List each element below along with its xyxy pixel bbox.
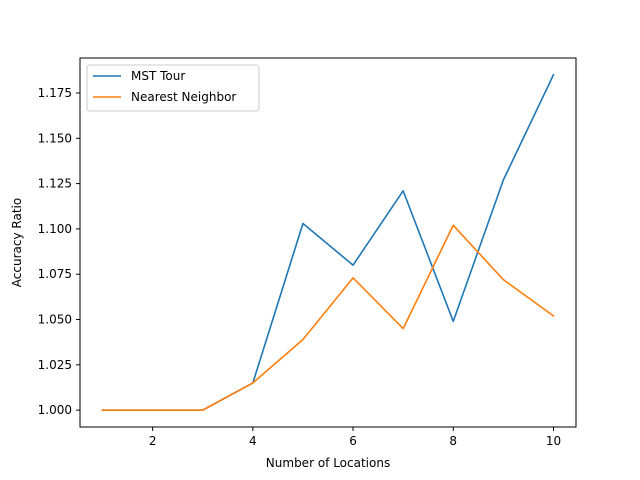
legend-label-1: Nearest Neighbor xyxy=(131,90,236,104)
x-axis-ticks: 2 4 6 8 10 xyxy=(149,427,561,448)
legend-label-0: MST Tour xyxy=(131,69,185,83)
legend: MST Tour Nearest Neighbor xyxy=(86,64,260,112)
series-layer xyxy=(101,73,555,411)
plot-area-frame xyxy=(79,57,577,428)
x-axis-label: Number of Locations xyxy=(266,456,390,470)
x-tick-label-4: 10 xyxy=(546,434,561,448)
y-tick-label-7: 1.175 xyxy=(38,86,72,100)
x-tick-label-3: 8 xyxy=(449,434,457,448)
y-axis-label: Accuracy Ratio xyxy=(10,198,24,287)
y-tick-label-4: 1.100 xyxy=(38,222,72,236)
y-tick-label-5: 1.125 xyxy=(38,177,72,191)
y-axis-ticks: 1.000 1.025 1.050 1.075 1.100 1.125 1.150 1.175 xyxy=(38,86,80,417)
x-tick-label-1: 4 xyxy=(249,434,257,448)
series-line-1 xyxy=(101,224,555,411)
y-tick-label-1: 1.025 xyxy=(38,358,72,372)
y-tick-label-6: 1.150 xyxy=(38,131,72,145)
legend-box xyxy=(86,64,260,112)
y-tick-label-3: 1.075 xyxy=(38,267,72,281)
y-tick-label-2: 1.050 xyxy=(38,313,72,327)
x-tick-label-2: 6 xyxy=(349,434,357,448)
x-tick-label-0: 2 xyxy=(149,434,157,448)
y-tick-label-0: 1.000 xyxy=(38,403,72,417)
